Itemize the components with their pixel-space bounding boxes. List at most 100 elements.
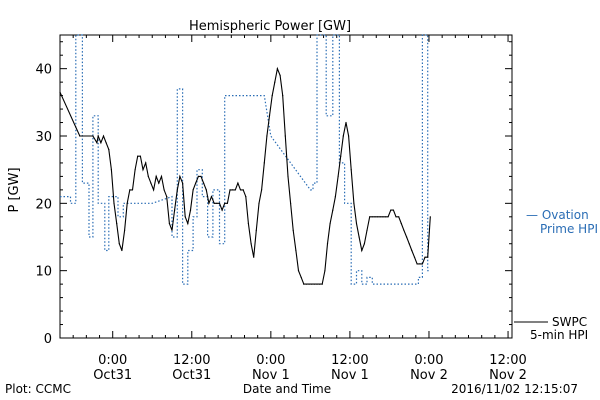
swpc-hpi-point (255, 229, 257, 231)
swpc-hpi-point (271, 95, 273, 97)
swpc-hpi-point (308, 283, 310, 285)
swpc-hpi-point (379, 216, 381, 218)
swpc-hpi-point (216, 202, 218, 204)
swpc-hpi-point (124, 229, 126, 231)
swpc-hpi-point (229, 189, 231, 191)
y-tick-label: 30 (35, 130, 52, 145)
swpc-hpi-point (387, 216, 389, 218)
swpc-hpi-point (96, 142, 98, 144)
plot-frame (59, 34, 513, 339)
swpc-hpi-point (242, 189, 244, 191)
x-tick-label-date: Oct31 (93, 368, 132, 383)
legend-ovation-line2: Prime HPI (540, 222, 598, 236)
swpc-hpi-point (105, 142, 107, 144)
swpc-hpi-point (348, 135, 350, 137)
swpc-hpi-point (163, 189, 165, 191)
x-tick-label-time: 0:00 (414, 353, 443, 368)
swpc-hpi-point (429, 216, 431, 218)
swpc-hpi-point (234, 189, 236, 191)
legend-ovation: — Ovation Prime HPI (526, 208, 598, 236)
ovation-prime-line (60, 34, 431, 285)
swpc-hpi-point (363, 243, 365, 245)
swpc-hpi-point (239, 189, 242, 191)
swpc-hpi-point (213, 202, 215, 204)
swpc-hpi-point (110, 169, 112, 171)
swpc-hpi-point (369, 216, 371, 218)
swpc-hpi-point (350, 169, 352, 171)
swpc-hpi-point (392, 209, 394, 211)
swpc-hpi-point (97, 135, 99, 137)
swpc-hpi-point (134, 169, 136, 171)
swpc-hpi-point (342, 135, 344, 137)
swpc-hpi-point (416, 263, 418, 265)
swpc-hpi-point (102, 135, 105, 137)
swpc-hpi-point (203, 182, 205, 184)
x-tick-label-time: 12:00 (331, 353, 368, 368)
swpc-hpi-point (153, 189, 155, 191)
swpc-hpi-point (113, 202, 115, 204)
swpc-hpi-point (247, 222, 249, 225)
y-axis-ticks: 0 10 20 30 40 (35, 41, 512, 347)
chart-title: Hemispheric Power [GW] (189, 19, 351, 34)
swpc-hpi-point (292, 229, 294, 231)
swpc-hpi-point (226, 202, 228, 204)
x-tick-label-time: 12:00 (173, 353, 210, 368)
swpc-hpi-point (408, 243, 410, 245)
swpc-hpi-point (126, 202, 128, 204)
y-tick-label: 0 (44, 332, 52, 347)
swpc-hpi-point (121, 249, 123, 252)
swpc-hpi-point (297, 270, 300, 272)
swpc-hpi-point (268, 115, 271, 117)
swpc-hpi-point (258, 202, 260, 204)
swpc-hpi-point (284, 135, 286, 137)
swpc-hpi-point (92, 135, 94, 137)
swpc-hpi-point (210, 196, 213, 198)
swpc-hpi-point (195, 182, 197, 184)
swpc-hpi-point (395, 216, 397, 218)
swpc-hpi-point (261, 189, 263, 191)
swpc-hpi-point (137, 155, 139, 157)
swpc-hpi-point (337, 175, 339, 177)
swpc-hpi-point (59, 91, 61, 93)
swpc-hpi-point (321, 283, 323, 285)
swpc-hpi-point (300, 276, 302, 278)
swpc-hpi-point (79, 135, 81, 137)
swpc-hpi-point (145, 162, 147, 164)
swpc-hpi-point (176, 189, 178, 191)
legend-swpc-line1: SWPC (552, 315, 587, 329)
swpc-hpi-point (355, 222, 358, 225)
swpc-hpi-point (208, 202, 210, 204)
swpc-hpi-point (382, 216, 384, 218)
swpc-hpi-point (403, 229, 405, 231)
swpc-hpi-point (303, 283, 305, 285)
swpc-hpi-point (184, 216, 186, 218)
swpc-hpi-point (319, 283, 321, 285)
swpc-hpi-point (374, 216, 376, 218)
x-tick-label-date: Nov 1 (252, 368, 290, 383)
footer-x-axis-label: Date and Time (243, 382, 331, 396)
legend-swpc-line2: 5-min HPI (530, 328, 588, 342)
swpc-hpi-point (282, 95, 284, 97)
swpc-hpi-point (279, 74, 281, 76)
swpc-hpi-point (274, 81, 276, 83)
x-tick-label-date: Oct31 (172, 368, 211, 383)
swpc-hpi-point (174, 209, 176, 211)
swpc-hpi-point (189, 209, 192, 211)
swpc-hpi-point (421, 263, 423, 265)
x-tick-label-date: Nov 1 (331, 368, 369, 383)
swpc-hpi-point (168, 222, 170, 225)
swpc-hpi-point (155, 175, 157, 177)
swpc-hpi-point (205, 189, 207, 191)
swpc-hpi-point (129, 189, 131, 191)
swpc-hpi-point (266, 135, 268, 137)
swpc-hpi-point (179, 175, 181, 177)
swpc-hpi-point (131, 189, 134, 191)
swpc-hpi-point (139, 155, 141, 157)
legend-swpc: SWPC 5-min HPI (514, 315, 588, 342)
swpc-hpi-point (116, 222, 118, 225)
swpc-hpi-point (187, 222, 189, 225)
swpc-hpi-point (192, 189, 194, 191)
swpc-hpi-point (398, 216, 400, 218)
swpc-hpi-point (150, 182, 152, 184)
